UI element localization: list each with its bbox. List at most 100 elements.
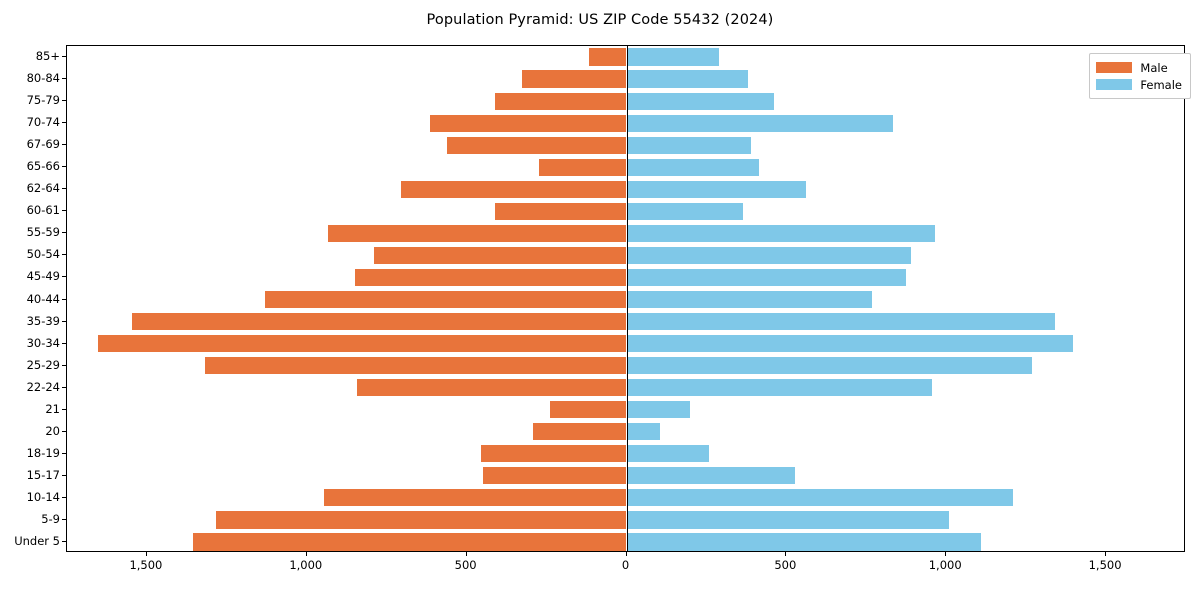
bar-male[interactable] xyxy=(549,401,627,419)
bar-row xyxy=(67,202,1184,220)
bar-male[interactable] xyxy=(495,202,627,220)
y-axis-tick-label: 22-24 xyxy=(26,379,60,394)
bar-row xyxy=(67,533,1184,551)
legend-label-female: Female xyxy=(1140,77,1182,92)
y-axis-tick-mark xyxy=(62,408,66,410)
bar-row xyxy=(67,136,1184,154)
bar-female[interactable] xyxy=(626,290,872,309)
y-axis-tick-mark xyxy=(62,474,66,476)
bar-female[interactable] xyxy=(626,268,907,287)
bar-row xyxy=(67,401,1184,419)
legend-swatch-male-icon xyxy=(1096,62,1133,73)
bar-male[interactable] xyxy=(132,312,627,331)
bar-female[interactable] xyxy=(626,423,661,441)
y-axis-tick-mark xyxy=(62,210,66,212)
y-axis-tick-label: 18-19 xyxy=(26,445,60,460)
bar-female[interactable] xyxy=(626,136,751,154)
bar-male[interactable] xyxy=(215,511,627,529)
x-axis-tick-label: 1,000 xyxy=(928,558,962,572)
bar-female[interactable] xyxy=(626,202,743,220)
y-axis-tick-label: 10-14 xyxy=(26,489,60,504)
y-axis-tick-mark xyxy=(62,540,66,542)
bar-row xyxy=(67,489,1184,507)
bar-female[interactable] xyxy=(626,357,1032,375)
y-axis-tick-label: 67-69 xyxy=(26,137,60,152)
bar-row xyxy=(67,467,1184,485)
bar-female[interactable] xyxy=(626,180,806,198)
bar-female[interactable] xyxy=(626,467,795,485)
y-axis-tick-label: 70-74 xyxy=(26,115,60,130)
bar-male[interactable] xyxy=(495,92,627,110)
bar-female[interactable] xyxy=(626,92,774,110)
y-axis-tick-mark xyxy=(62,188,66,190)
y-axis-tick-label: 20 xyxy=(45,423,60,438)
bar-row xyxy=(67,158,1184,176)
bar-row xyxy=(67,511,1184,529)
bar-female[interactable] xyxy=(626,48,719,66)
legend-label-male: Male xyxy=(1140,60,1168,75)
bar-male[interactable] xyxy=(533,423,627,441)
x-axis-tick-label: 0 xyxy=(621,558,630,572)
bar-row xyxy=(67,70,1184,88)
bar-row xyxy=(67,114,1184,132)
bar-male[interactable] xyxy=(429,114,627,132)
x-axis-tick-mark xyxy=(145,552,147,556)
bar-male[interactable] xyxy=(538,158,627,176)
y-axis-tick-label: 25-29 xyxy=(26,357,60,372)
bar-male[interactable] xyxy=(482,467,627,485)
bar-female[interactable] xyxy=(626,489,1014,507)
bar-female[interactable] xyxy=(626,401,690,419)
y-axis-tick-mark xyxy=(62,78,66,80)
bar-male[interactable] xyxy=(354,268,627,287)
bar-male[interactable] xyxy=(589,48,627,66)
legend-item-male[interactable]: Male xyxy=(1096,59,1182,76)
bar-female[interactable] xyxy=(626,533,981,551)
y-axis-tick-label: 45-49 xyxy=(26,269,60,284)
y-axis-tick-label: Under 5 xyxy=(14,533,60,548)
bar-female[interactable] xyxy=(626,224,936,242)
bar-male[interactable] xyxy=(356,379,627,397)
bar-male[interactable] xyxy=(204,357,627,375)
bar-female[interactable] xyxy=(626,114,894,132)
bar-male[interactable] xyxy=(327,224,627,242)
bar-row xyxy=(67,48,1184,66)
y-axis-tick-label: 40-44 xyxy=(26,291,60,306)
legend-swatch-female-icon xyxy=(1096,79,1133,90)
y-axis-tick-mark xyxy=(62,518,66,520)
x-axis-tick-mark xyxy=(1105,552,1107,556)
bar-female[interactable] xyxy=(626,334,1073,353)
y-axis-tick-mark xyxy=(62,386,66,388)
y-axis-tick-label: 21 xyxy=(45,401,60,416)
bar-male[interactable] xyxy=(481,445,627,463)
y-axis-tick-label: 15-17 xyxy=(26,467,60,482)
x-axis-tick-mark xyxy=(785,552,787,556)
y-axis-tick-mark xyxy=(62,232,66,234)
bar-male[interactable] xyxy=(521,70,627,88)
bar-female[interactable] xyxy=(626,379,932,397)
bar-male[interactable] xyxy=(192,533,627,551)
bar-male[interactable] xyxy=(446,136,627,154)
bar-row xyxy=(67,379,1184,397)
bar-male[interactable] xyxy=(401,180,627,198)
bar-female[interactable] xyxy=(626,511,950,529)
bar-female[interactable] xyxy=(626,70,748,88)
bar-female[interactable] xyxy=(626,445,709,463)
bar-row xyxy=(67,423,1184,441)
y-axis-tick-label: 30-34 xyxy=(26,335,60,350)
bar-female[interactable] xyxy=(626,246,912,264)
y-axis-tick-label: 85+ xyxy=(35,49,60,64)
bar-female[interactable] xyxy=(626,312,1055,331)
y-axis-tick-mark xyxy=(62,276,66,278)
bar-row xyxy=(67,180,1184,198)
x-axis-tick-label: 1,500 xyxy=(129,558,163,572)
bar-male[interactable] xyxy=(373,246,627,264)
legend-item-female[interactable]: Female xyxy=(1096,76,1182,93)
bar-male[interactable] xyxy=(97,334,627,353)
y-axis-tick-mark xyxy=(62,342,66,344)
bar-female[interactable] xyxy=(626,158,760,176)
x-axis-tick-label: 500 xyxy=(454,558,477,572)
y-axis-tick-mark xyxy=(62,122,66,124)
bar-male[interactable] xyxy=(265,290,627,309)
y-axis-tick-mark xyxy=(62,56,66,58)
bar-male[interactable] xyxy=(323,489,627,507)
